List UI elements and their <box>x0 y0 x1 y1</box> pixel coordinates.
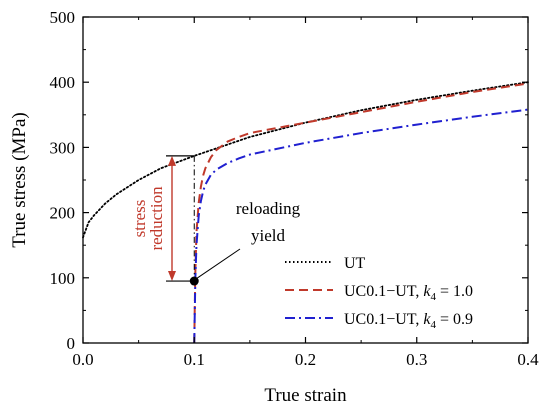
legend-label-rest: = 0.9 <box>436 311 473 328</box>
y-tick-label: 300 <box>50 138 76 157</box>
x-tick-label: 0.2 <box>295 350 316 369</box>
x-tick-label: 0.0 <box>72 350 93 369</box>
legend-label-main: UC0.1−UT, <box>344 283 423 300</box>
x-axis-title: True strain <box>264 385 347 406</box>
axes-layer: 0.0 0.1 0.2 0.3 0.4 0 100 200 300 400 500 True stra… <box>9 8 539 406</box>
reduction-arrow-head-up <box>168 155 176 166</box>
stress-reduction-label-line2: reduction <box>147 186 166 251</box>
series-layer <box>82 81 529 344</box>
legend-label-1: UC0.1−UT, k4 = 1.0 <box>344 283 473 303</box>
y-tick-label: 0 <box>67 334 76 353</box>
legend-label-k: k <box>423 283 431 300</box>
legend-label-rest: = 1.0 <box>436 283 473 300</box>
series-line-0 <box>82 81 529 239</box>
legend-label-main: UC0.1−UT, <box>344 311 423 328</box>
series-line-2 <box>193 108 529 344</box>
legend-label-subscript: 4 <box>431 319 437 331</box>
y-tick-label: 400 <box>50 73 76 92</box>
y-axis-title: True stress (MPa) <box>9 112 30 247</box>
legend-label-subscript: 4 <box>431 291 437 303</box>
reloading-yield-pointer <box>196 248 241 279</box>
x-tick-label: 0.4 <box>517 350 539 369</box>
legend-label-0: UT <box>344 255 366 272</box>
y-tick-label: 100 <box>50 269 76 288</box>
y-tick-label: 200 <box>50 204 76 223</box>
reloading-yield-label-line1: reloading <box>236 199 301 218</box>
y-tick-label: 500 <box>50 8 76 27</box>
x-tick-label: 0.1 <box>184 350 205 369</box>
legend-label-k: k <box>423 311 431 328</box>
legend-label-2: UC0.1−UT, k4 = 0.9 <box>344 311 473 331</box>
reloading-yield-label-line2: yield <box>251 226 285 245</box>
x-tick-label: 0.3 <box>406 350 427 369</box>
reduction-arrow-head-down <box>168 271 176 282</box>
stress-reduction-label-line1: stress <box>130 200 149 238</box>
reloading-yield-point <box>189 276 199 286</box>
